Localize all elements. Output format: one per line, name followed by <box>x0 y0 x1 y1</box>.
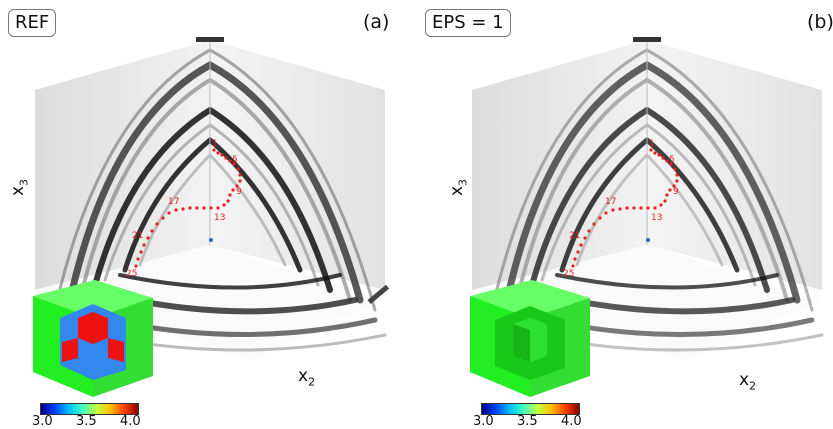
receiver-labels: 1 5 9 13 17 21 25 <box>126 139 242 279</box>
back-plane-right <box>210 40 385 290</box>
colorbar <box>481 403 580 415</box>
receiver-label: 5 <box>232 155 238 165</box>
source-point <box>646 238 650 242</box>
panel-letter: (b) <box>807 11 833 33</box>
x3-axis-label: x3 <box>8 178 31 196</box>
colorbar-tick: 3.5 <box>76 414 97 429</box>
x2-axis-label: x2 <box>739 370 757 393</box>
receiver-label: 21 <box>569 231 580 241</box>
source-point <box>209 238 213 242</box>
x2-axis-label: x2 <box>298 366 316 389</box>
panel-eps: 1 5 9 13 17 21 25 EPS = 1 (b) x3 x2 3.0 … <box>417 0 833 429</box>
colorbar-tick: 3.0 <box>473 414 494 429</box>
colorbar-tick: 4.0 <box>120 414 141 429</box>
receiver-label: 25 <box>126 269 137 279</box>
panel-ref: 1 5 9 13 17 21 25 REF (a) x3 x2 3.0 3.5 … <box>0 0 416 429</box>
colorbar <box>40 403 139 415</box>
receiver-dots <box>134 148 242 268</box>
receiver-label: 9 <box>236 187 242 197</box>
receiver-dots <box>571 148 679 268</box>
receiver-label: 17 <box>605 197 616 207</box>
panel-letter: (a) <box>363 11 390 33</box>
wavefield-figure: 1 5 9 13 17 21 25 <box>33 37 390 397</box>
panel-tag: REF <box>8 9 57 37</box>
receiver-label: 13 <box>214 213 225 223</box>
back-plane-right <box>647 40 822 290</box>
colorbar-tick: 4.0 <box>561 414 582 429</box>
receiver-label: 1 <box>212 139 218 149</box>
panel-tag: EPS = 1 <box>425 9 511 37</box>
receiver-label: 9 <box>673 187 679 197</box>
receiver-label: 25 <box>563 269 574 279</box>
velocity-model-cube <box>470 280 590 397</box>
receiver-label: 5 <box>669 155 675 165</box>
receiver-label: 13 <box>651 213 662 223</box>
colorbar-tick: 3.0 <box>32 414 53 429</box>
receiver-label: 21 <box>132 231 143 241</box>
x3-axis-label: x3 <box>447 178 470 196</box>
wavefield-figure: 1 5 9 13 17 21 25 <box>470 37 824 397</box>
velocity-model-cube <box>33 280 153 397</box>
colorbar-tick: 3.5 <box>517 414 538 429</box>
receiver-labels: 1 5 9 13 17 21 25 <box>563 139 679 279</box>
receiver-label: 1 <box>649 139 655 149</box>
receiver-label: 17 <box>168 197 179 207</box>
